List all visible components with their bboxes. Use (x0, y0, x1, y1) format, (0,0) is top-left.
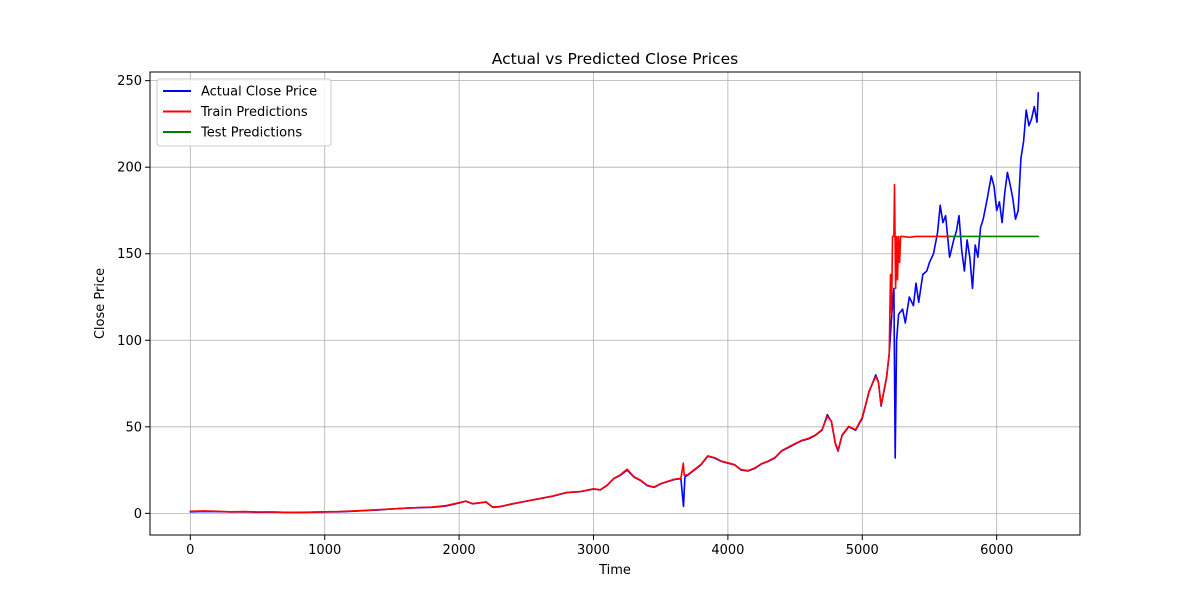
ticks: 0 1000 2000 3000 4000 5000 6000 0 50 100 150 200 250 (117, 74, 1013, 558)
y-tick-label: 150 (117, 247, 142, 262)
x-tick-label: 0 (186, 543, 194, 558)
legend-label: Test Predictions (200, 126, 302, 141)
y-tick-label: 0 (134, 507, 142, 522)
legend: Actual Close Price Train Predictions Test … (156, 78, 332, 147)
y-tick-label: 200 (117, 161, 142, 176)
series-line-2 (189, 183, 951, 514)
x-tick-label: 4000 (711, 543, 744, 558)
x-tick-label: 5000 (846, 543, 879, 558)
series-layer (189, 92, 1040, 514)
legend-box (156, 78, 332, 147)
chart-title: Actual vs Predicted Close Prices (492, 50, 738, 68)
y-tick-label: 100 (117, 334, 142, 349)
y-axis-title: Close Price (93, 268, 108, 339)
x-axis-title: Time (598, 563, 631, 578)
x-tick-label: 3000 (577, 543, 610, 558)
grid (150, 72, 1080, 535)
x-tick-label: 1000 (308, 543, 341, 558)
legend-label: Actual Close Price (201, 85, 317, 100)
y-tick-label: 50 (125, 420, 142, 435)
x-tick-label: 6000 (980, 543, 1013, 558)
plot-area-frame (149, 71, 1081, 536)
x-tick-label: 2000 (443, 543, 476, 558)
y-tick-label: 250 (117, 74, 142, 89)
legend-label: Train Predictions (200, 105, 308, 120)
